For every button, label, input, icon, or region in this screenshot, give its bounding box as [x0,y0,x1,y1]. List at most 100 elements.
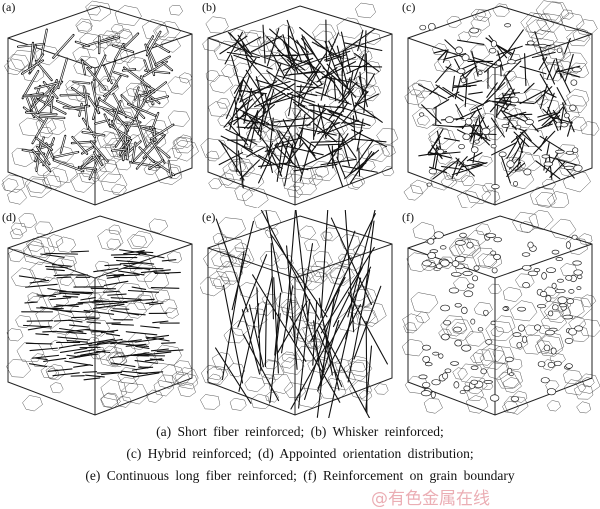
grain-cell [373,383,389,395]
particle [504,23,511,28]
particle [512,332,522,337]
fiber-inner [103,65,113,84]
particle [443,319,452,326]
particle [453,381,460,389]
fiber [83,309,115,315]
particle [522,335,528,344]
grain-cell [576,19,598,36]
grain-cell [334,358,353,374]
fiber [326,72,348,104]
fiber-inner [35,137,53,151]
particle [422,355,430,363]
fiber [466,152,483,162]
grain-cell [213,40,242,62]
grain-cell [526,13,555,35]
grain-cell [24,176,53,198]
fiber [287,34,310,53]
fiber [27,325,50,331]
fiber [483,82,506,104]
grain-cell [536,12,564,33]
fiber [320,60,331,101]
particle [565,363,573,369]
particle [466,241,474,249]
fiber [557,70,581,78]
grain-cell [47,313,75,335]
grain-cell [562,170,591,193]
fiber [77,300,104,304]
fiber [289,315,341,403]
grain-cell [430,171,454,191]
grain-cell [46,368,60,380]
grain-cell [107,304,129,321]
grain-cell [88,293,103,305]
fiber [58,327,84,333]
fiber-inner [114,71,128,77]
grain-cell [403,322,418,334]
particle [427,22,436,31]
grain-cell [101,30,120,44]
fiber [296,83,324,98]
fiber [537,112,555,118]
fiber [515,136,524,153]
fiber [221,251,245,380]
fiber [437,49,448,61]
fiber [494,96,515,100]
grain-cell [541,63,565,82]
grain-cell [525,88,543,103]
particle [485,339,493,345]
grain-cell [509,300,538,322]
grain-cell [212,233,228,245]
fiber [297,84,302,107]
grain-cell [106,238,122,250]
grain-cell [486,73,508,91]
fiber [237,77,245,101]
fiber [25,342,53,345]
grain-cell [178,72,193,84]
grain-cell [200,277,224,297]
fiber [43,357,67,363]
grain-cell [88,319,111,337]
grain-cell [580,121,600,136]
fiber [139,251,154,254]
fiber [83,377,101,381]
grain-cell [495,103,518,121]
particle [455,255,466,263]
grain-cell [329,267,345,279]
grain-cell [452,367,468,380]
particle [570,79,578,86]
grain-cell [304,239,320,252]
grain-cell [18,117,43,137]
fiber [433,49,447,54]
grain-cell [519,221,535,233]
grain-cell [133,263,158,282]
particle [569,104,577,112]
fiber [52,263,72,267]
fiber [237,254,268,328]
grain-cell [206,150,220,162]
fiber [77,353,99,357]
grain-cell [18,213,38,228]
fiber-inner [157,147,170,158]
fiber [230,55,242,93]
fiber [547,106,564,127]
grain-cell [312,23,337,43]
particle [543,344,551,352]
fiber [365,321,368,414]
particle [568,289,575,294]
fiber [309,109,340,118]
fiber [58,344,77,349]
fiber [435,84,455,98]
fiber [226,51,260,59]
particle [562,314,574,320]
grain-cell [428,126,451,145]
fiber [111,323,135,326]
grain-cell [173,360,193,376]
particle [454,303,462,308]
particle [460,77,467,84]
panel-f: (f) [400,210,600,418]
particle [541,272,547,280]
fiber [45,252,79,255]
grain-cell [428,127,457,151]
fiber [495,104,499,118]
fiber [549,161,566,178]
